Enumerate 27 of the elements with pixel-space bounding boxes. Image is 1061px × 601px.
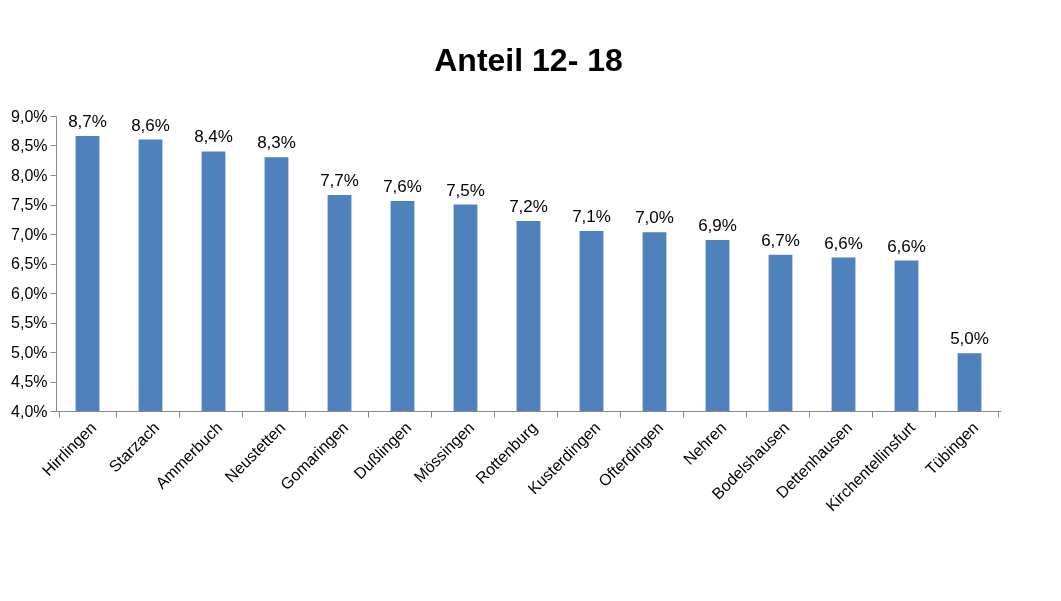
data-label: 7,1%	[572, 207, 611, 227]
data-label: 6,7%	[761, 230, 800, 250]
y-tick-label: 6,0%	[11, 284, 48, 302]
y-tick-label: 5,5%	[11, 314, 48, 331]
data-label: 8,3%	[257, 133, 296, 153]
y-tick-label: 4,5%	[11, 373, 48, 390]
chart-title: Anteil 12- 18	[434, 42, 623, 78]
data-label: 8,6%	[131, 115, 170, 135]
y-tick-label: 5,0%	[11, 343, 48, 361]
y-tick-label: 8,0%	[11, 166, 48, 184]
data-label: 5,0%	[950, 329, 989, 349]
y-tick-label: 6,5%	[11, 255, 48, 272]
data-label: 7,2%	[509, 197, 548, 217]
data-label: 8,7%	[68, 112, 107, 132]
data-label: 6,9%	[698, 215, 737, 235]
y-tick-label: 7,5%	[11, 196, 48, 213]
data-label: 7,7%	[320, 171, 359, 191]
y-tick-label: 8,5%	[11, 137, 48, 154]
y-tick-label: 9,0%	[11, 107, 48, 125]
data-label: 7,5%	[446, 180, 485, 200]
y-tick-label: 4,0%	[11, 402, 48, 420]
data-label: 6,6%	[887, 236, 926, 256]
data-label: 6,6%	[824, 233, 863, 253]
data-label: 8,4%	[194, 127, 233, 147]
y-tick-label: 7,0%	[11, 225, 48, 243]
data-label: 7,0%	[635, 208, 674, 228]
data-label: 7,6%	[383, 176, 422, 196]
